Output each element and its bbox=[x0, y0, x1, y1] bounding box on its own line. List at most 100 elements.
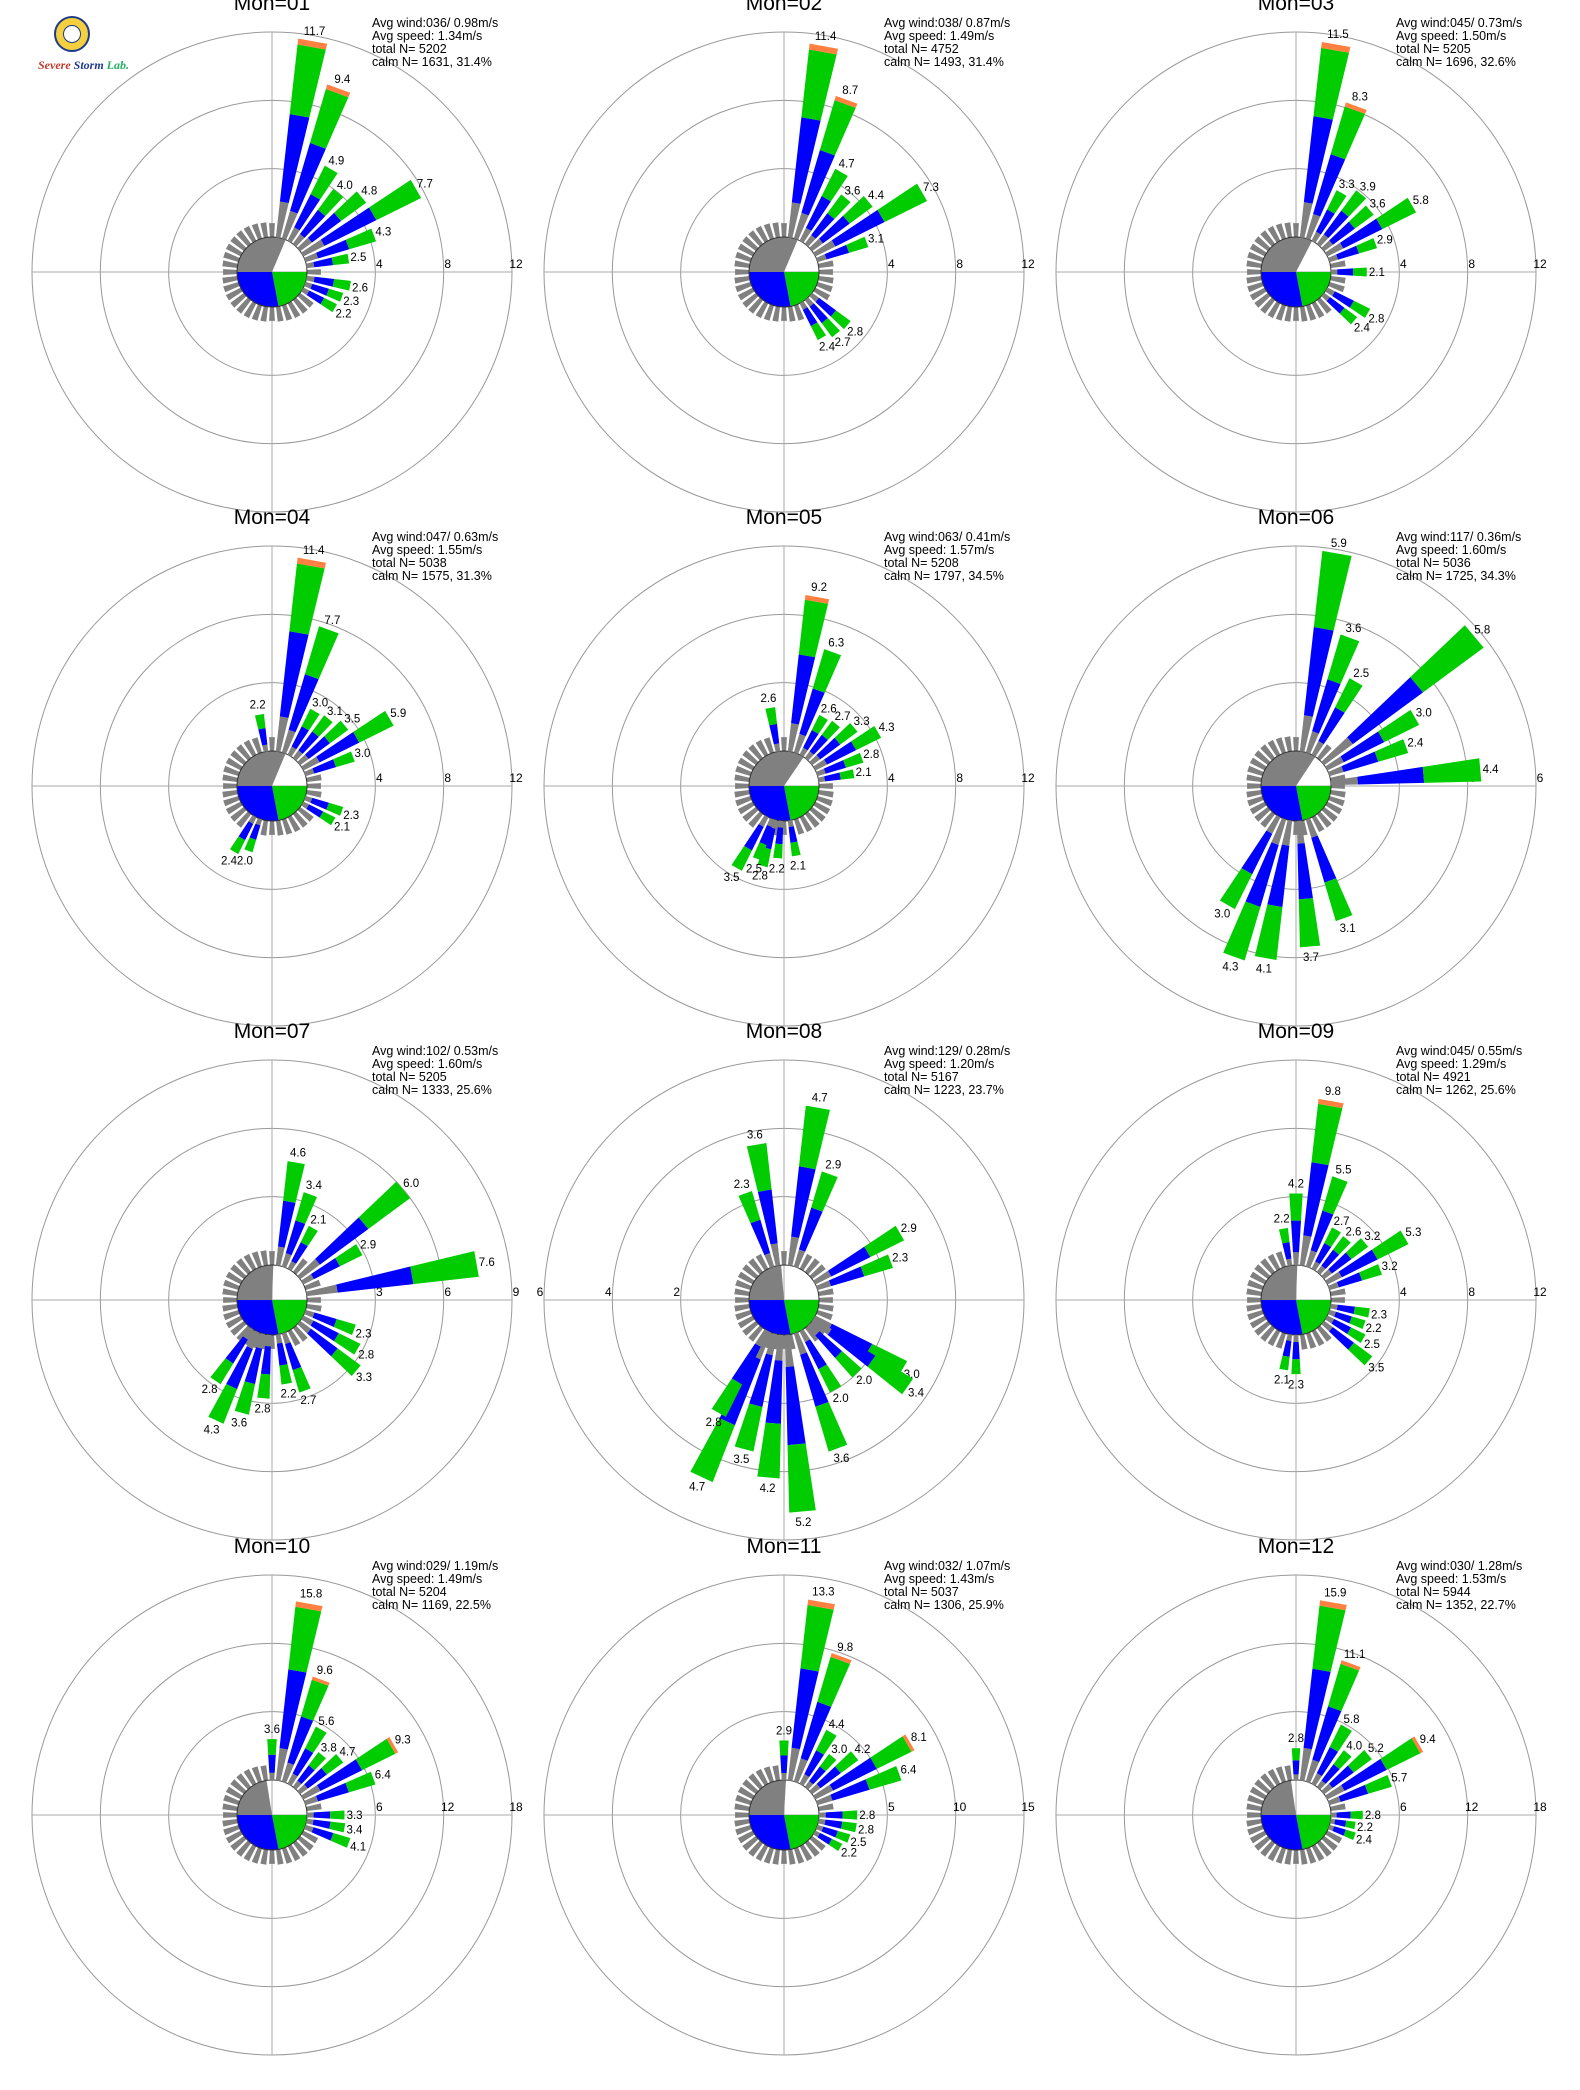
spoke-low-segment bbox=[809, 238, 824, 252]
spoke-high-segment bbox=[827, 194, 851, 220]
spoke-value-label: 4.3 bbox=[204, 1425, 220, 1437]
spoke-low-segment bbox=[301, 756, 320, 771]
spoke-high-segment bbox=[800, 1605, 834, 1672]
spoke-high-segment bbox=[410, 1251, 479, 1285]
spoke-top-segment bbox=[1319, 1600, 1347, 1611]
spoke-low-segment bbox=[1321, 1783, 1333, 1795]
spoke-mid-segment bbox=[307, 1328, 338, 1357]
spoke-mid-segment bbox=[1312, 679, 1341, 734]
spoke-high-segment bbox=[835, 1351, 862, 1378]
spoke-low-segment bbox=[1305, 1759, 1320, 1783]
spoke-value-label: 7.3 bbox=[923, 182, 939, 194]
spoke-high-segment bbox=[821, 168, 848, 202]
spoke-low-segment bbox=[1266, 815, 1281, 834]
info-line: total N= 5204 bbox=[372, 1585, 447, 1599]
background-petal bbox=[230, 1320, 247, 1336]
background-petal bbox=[304, 1279, 321, 1291]
spoke-high-segment bbox=[811, 714, 828, 734]
spoke-mid-segment bbox=[1341, 1758, 1387, 1791]
background-petal bbox=[243, 1844, 257, 1862]
spoke-mid-segment bbox=[1338, 1784, 1369, 1802]
background-petal bbox=[230, 292, 247, 308]
info-line: total N= 5036 bbox=[1396, 556, 1471, 570]
spoke-mid-segment bbox=[1329, 1327, 1355, 1350]
spoke-low-segment bbox=[784, 1334, 795, 1367]
spoke-mid-segment bbox=[310, 1320, 339, 1342]
background-petal bbox=[1311, 301, 1325, 319]
spoke-mid-segment bbox=[1245, 842, 1279, 907]
wind-rose-panel: 2465.93.62.55.83.02.44.43.13.74.14.33.0M… bbox=[1055, 506, 1544, 1027]
background-petal bbox=[223, 251, 240, 263]
spoke-high-segment bbox=[329, 1821, 346, 1833]
background-petal bbox=[269, 820, 275, 835]
spoke-high-segment bbox=[317, 188, 344, 216]
spoke-value-label: 2.7 bbox=[835, 711, 851, 723]
spoke-mid-segment bbox=[750, 1219, 771, 1255]
background-petal bbox=[306, 1297, 321, 1303]
background-petal bbox=[737, 1271, 755, 1285]
spoke-mid-segment bbox=[802, 307, 818, 327]
background-petal bbox=[1267, 1329, 1281, 1347]
spoke-low-segment bbox=[275, 716, 289, 752]
background-petal bbox=[1275, 1332, 1287, 1349]
hub-mid-sector bbox=[237, 272, 279, 308]
spoke-mid-segment bbox=[1303, 1162, 1329, 1237]
spoke-value-label: 2.3 bbox=[1371, 1310, 1387, 1322]
spoke-mid-segment bbox=[1340, 731, 1385, 763]
info-line: calm N= 1631, 31.4% bbox=[372, 55, 492, 69]
spoke-mid-segment bbox=[278, 1200, 296, 1248]
spoke-mid-segment bbox=[279, 114, 310, 204]
spoke-low-segment bbox=[804, 1780, 814, 1790]
background-petal bbox=[737, 1786, 755, 1800]
spoke-low-segment bbox=[287, 1260, 297, 1271]
background-petal bbox=[1246, 276, 1262, 284]
background-petal bbox=[236, 811, 252, 828]
background-petal bbox=[1267, 739, 1281, 757]
info-line: Avg wind:030/ 1.28m/s bbox=[1396, 1559, 1522, 1573]
spoke-low-segment bbox=[1305, 818, 1318, 838]
info-line: Avg wind:045/ 0.55m/s bbox=[1396, 1044, 1522, 1058]
spoke-low-segment bbox=[306, 261, 315, 269]
background-petal bbox=[243, 1253, 257, 1271]
background-petal bbox=[772, 222, 780, 238]
spoke-mid-segment bbox=[1292, 1760, 1300, 1775]
background-petal bbox=[1260, 1258, 1276, 1275]
spoke-high-segment bbox=[711, 1378, 743, 1418]
tick-label: 5 bbox=[888, 1800, 895, 1814]
spoke-low-segment bbox=[1299, 715, 1313, 752]
spoke-high-segment bbox=[865, 1765, 902, 1790]
spoke-top-segment bbox=[834, 95, 858, 108]
spoke-high-segment bbox=[210, 1358, 234, 1385]
spoke-mid-segment bbox=[815, 297, 837, 317]
wind-rose-panel: 3 6 9 4.6 3.4 2.1 6.0 2.9 7.6 2.3 2.8 3.3 2.72.2 2.8 3… bbox=[31, 1020, 520, 1541]
background-petal bbox=[1321, 806, 1338, 822]
spoke-low-segment bbox=[269, 1772, 275, 1781]
spoke-low-segment bbox=[1330, 1303, 1338, 1310]
spoke-low-segment bbox=[297, 1258, 320, 1280]
spoke-value-label: 4.1 bbox=[350, 1841, 366, 1853]
spoke-value-label: 2.8 bbox=[752, 871, 768, 883]
spoke-high-segment bbox=[289, 563, 325, 635]
spoke-value-label: 2.1 bbox=[310, 1215, 326, 1227]
spoke-mid-segment bbox=[1310, 1210, 1334, 1253]
background-petal bbox=[1249, 1830, 1267, 1844]
spoke-value-label: 4.4 bbox=[829, 1719, 846, 1731]
spoke-value-label: 4.7 bbox=[839, 158, 855, 170]
background-petal bbox=[1330, 276, 1346, 284]
tick-label: 18 bbox=[509, 1800, 523, 1814]
spoke-low-segment bbox=[793, 733, 806, 754]
spoke-mid-segment bbox=[317, 1759, 363, 1791]
spoke-high-segment bbox=[292, 1367, 311, 1393]
background-petal bbox=[742, 292, 759, 308]
spoke-low-segment bbox=[816, 254, 827, 263]
background-petal bbox=[230, 750, 247, 766]
background-petal bbox=[734, 1288, 750, 1296]
background-petal bbox=[1330, 1803, 1346, 1811]
spoke-high-segment bbox=[821, 318, 840, 338]
spoke-mid-segment bbox=[1267, 844, 1290, 908]
spoke-low-segment bbox=[811, 1318, 832, 1335]
spoke-value-label: 2.0 bbox=[833, 1393, 849, 1405]
background-petal bbox=[306, 774, 322, 782]
spoke-value-label: 2.5 bbox=[350, 252, 366, 264]
spoke-low-segment bbox=[301, 801, 310, 809]
